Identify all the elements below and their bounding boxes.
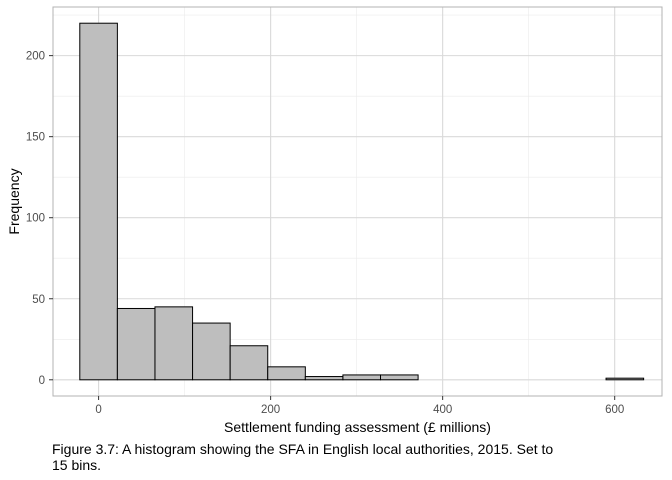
y-axis-title: Frequency — [6, 168, 22, 234]
histogram-bar — [192, 322, 231, 381]
histogram-bar — [79, 22, 118, 381]
histogram-bar — [380, 374, 419, 381]
x-tick-label: 400 — [433, 404, 452, 416]
histogram-bar — [342, 374, 382, 381]
y-tick-label: 100 — [26, 213, 45, 225]
histogram-bar — [229, 345, 269, 381]
x-tick-label: 600 — [605, 404, 624, 416]
y-tick-label: 0 — [39, 375, 45, 387]
histogram-bar — [605, 377, 645, 381]
x-tick-label: 0 — [95, 404, 101, 416]
x-axis-tick-labels: 0 200 400 600 — [95, 404, 624, 416]
panel-border — [52, 6, 663, 397]
histogram-bar — [304, 376, 344, 381]
y-tick-label: 150 — [26, 132, 45, 144]
histogram-bar — [154, 306, 194, 381]
axis-ticks — [49, 55, 616, 400]
y-tick-label: 200 — [26, 51, 45, 63]
x-axis-title: Settlement funding assessment (£ million… — [224, 419, 491, 435]
y-axis-tick-labels: 0 50 100 150 200 — [26, 51, 45, 387]
y-tick-label: 50 — [32, 294, 45, 306]
histogram-chart: 0 200 400 600 0 50 100 150 200 Settlement fundi… — [6, 6, 663, 435]
figure-caption: Figure 3.7: A histogram showing the SFA … — [52, 441, 554, 473]
histogram-bars — [79, 22, 645, 381]
histogram-bar — [267, 366, 306, 381]
x-tick-label: 200 — [261, 404, 280, 416]
histogram-bar — [116, 307, 156, 381]
